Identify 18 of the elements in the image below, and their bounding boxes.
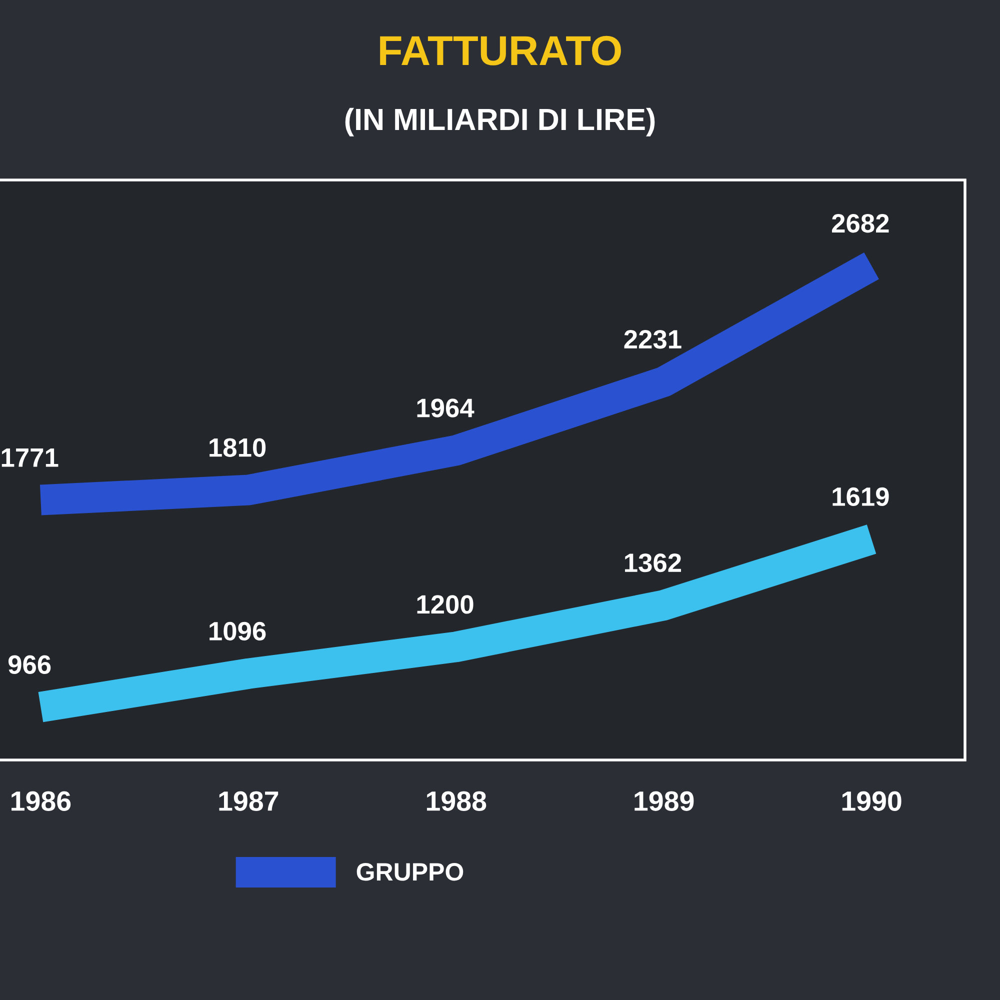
data-label: 2231 (624, 330, 682, 349)
chart-title: FATTURATO (380, 36, 621, 66)
legend-label: GRUPPO (356, 863, 464, 881)
data-label: 1964 (417, 398, 474, 418)
data-label: 1619 (832, 487, 889, 506)
x-tick-label: 1988 (426, 791, 486, 811)
x-tick-label: 1987 (219, 791, 278, 811)
x-tick-label: 1986 (12, 791, 71, 811)
data-label: 1096 (210, 622, 266, 641)
data-label: 1200 (417, 595, 474, 614)
data-label: 2682 (832, 214, 889, 233)
data-label: 1362 (625, 553, 682, 572)
chart-subtitle: (IN MILIARDI DI LIRE) (345, 108, 655, 136)
x-tick-label: 1990 (842, 791, 902, 811)
data-label: 966 (8, 655, 51, 674)
data-label: 1771 (2, 448, 58, 467)
x-tick-label: 1989 (634, 791, 694, 811)
data-label: 1810 (210, 438, 266, 457)
